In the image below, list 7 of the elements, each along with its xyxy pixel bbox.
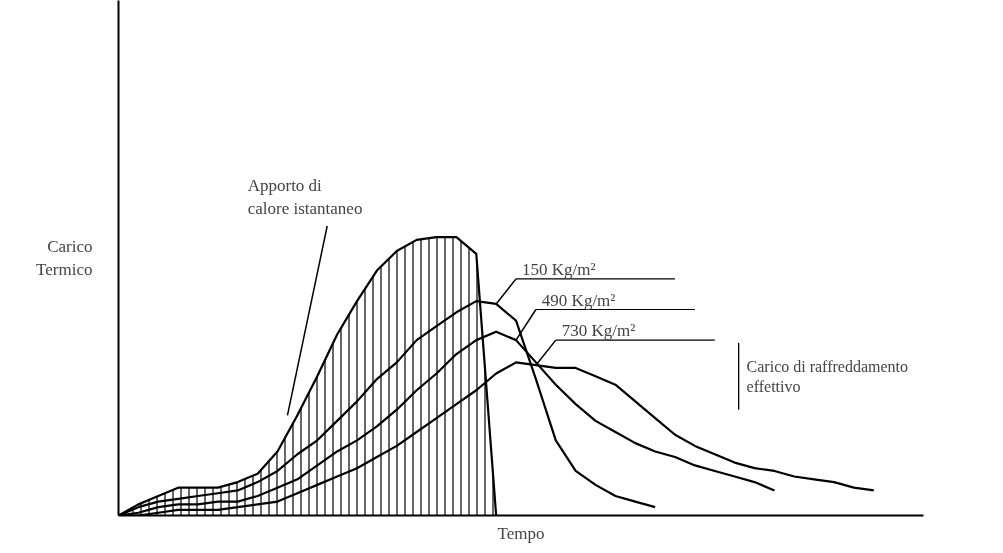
y-axis-title: Carico Termico — [36, 237, 93, 279]
text: 490 Kg/m² — [541, 290, 616, 310]
series-label: 730 Kg/m² — [561, 321, 636, 341]
text: 150 Kg/m² — [521, 259, 596, 279]
text: Apporto di calore istantaneo — [247, 175, 363, 218]
x-axis-title: Tempo — [497, 523, 545, 543]
annotation: Carico di raffreddamento effettivo — [746, 357, 909, 396]
